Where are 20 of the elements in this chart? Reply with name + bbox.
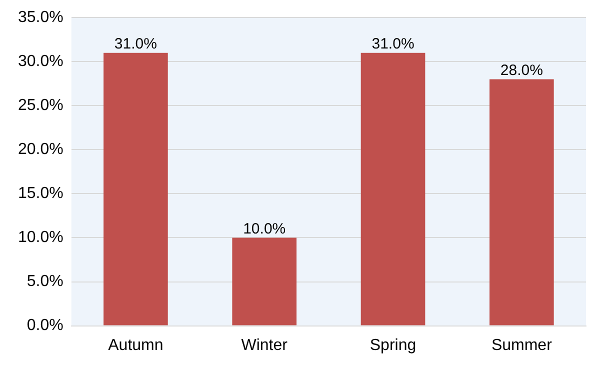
y-tick-label: 20.0% bbox=[18, 141, 64, 158]
x-tick-label: Spring bbox=[370, 336, 416, 354]
bar bbox=[360, 52, 426, 326]
x-tick-label: Winter bbox=[241, 336, 288, 354]
y-tick-label: 5.0% bbox=[26, 273, 64, 290]
y-tick-label: 15.0% bbox=[18, 185, 64, 202]
x-tick-label: Summer bbox=[491, 336, 553, 354]
data-label: 31.0% bbox=[372, 35, 414, 52]
bar bbox=[232, 238, 297, 326]
data-label: 31.0% bbox=[114, 35, 157, 52]
bar bbox=[490, 79, 554, 326]
data-label: 28.0% bbox=[500, 62, 543, 79]
y-tick-label: 25.0% bbox=[18, 97, 64, 114]
bar bbox=[104, 52, 168, 326]
y-tick-label: 30.0% bbox=[18, 53, 64, 70]
data-label: 10.0% bbox=[243, 220, 286, 238]
y-tick-label: 10.0% bbox=[18, 229, 64, 246]
x-tick-label: Autumn bbox=[108, 336, 164, 354]
y-tick-label: 35.0% bbox=[18, 9, 64, 26]
y-tick-label: 0.0% bbox=[26, 317, 64, 334]
